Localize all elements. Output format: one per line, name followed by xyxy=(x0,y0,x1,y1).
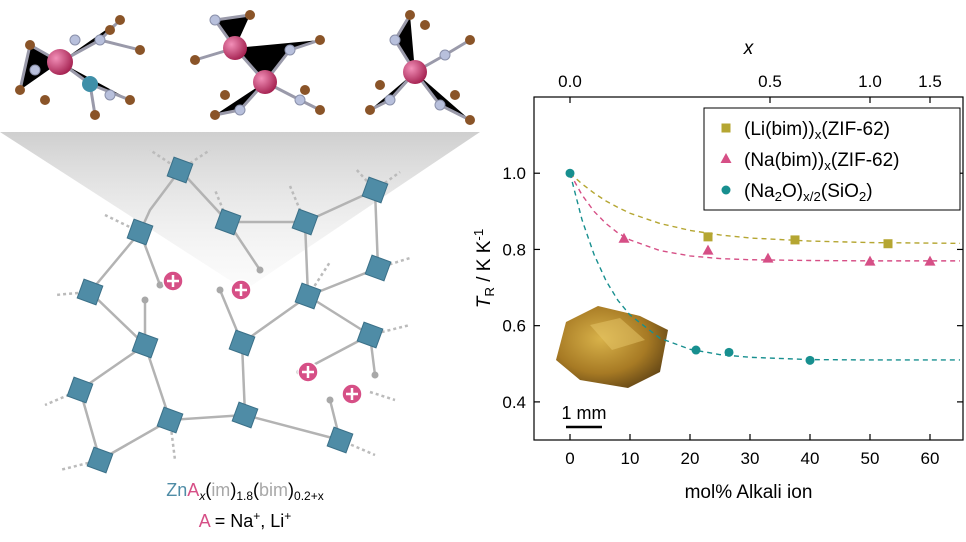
inset-photo: 1 mm xyxy=(556,306,668,429)
data-point xyxy=(702,244,714,255)
data-point xyxy=(805,355,815,365)
text-part: (Na(bim)) xyxy=(744,150,824,171)
text-part: (Na xyxy=(744,181,775,202)
x2-tick-label: 0.5 xyxy=(758,72,782,91)
x-tick-label: 30 xyxy=(741,449,760,468)
x2-tick-label: 1.0 xyxy=(858,72,882,91)
formula-part: bim xyxy=(259,480,288,500)
text-part: / K K xyxy=(474,240,495,287)
formula-part: im xyxy=(211,480,230,500)
formula-part: x xyxy=(198,489,206,503)
legend-marker xyxy=(721,185,731,195)
formula-part: Zn xyxy=(166,480,187,500)
legend-marker xyxy=(720,153,732,163)
formula-legend: A = Na+, Li+ xyxy=(199,509,292,531)
x-axis-label: mol% Alkali ion xyxy=(685,482,813,503)
formula-part: = Na xyxy=(210,511,255,531)
text-part: ) xyxy=(866,181,872,202)
x-tick-label: 60 xyxy=(921,449,940,468)
formula-part: , Li xyxy=(260,511,284,531)
y-tick-label: 0.6 xyxy=(502,317,526,336)
x-tick-label: 50 xyxy=(861,449,880,468)
x-tick-label: 0 xyxy=(565,449,574,468)
text-part: (ZIF-62) xyxy=(821,119,890,140)
data-point xyxy=(565,168,575,178)
y-axis-label: TR / K K-1 xyxy=(471,229,498,309)
legend-label: (Na2O)x/2(SiO2) xyxy=(744,181,873,204)
legend-label: (Na(bim))x(ZIF-62) xyxy=(744,150,899,173)
scale-bar-label: 1 mm xyxy=(562,403,607,423)
data-point xyxy=(883,239,893,249)
formula: ZnAx(im)1.8(bim)0.2+x xyxy=(166,480,323,503)
x-tick-label: 40 xyxy=(801,449,820,468)
data-point xyxy=(762,252,774,263)
formula-part: 0.2+x xyxy=(294,489,324,503)
legend-label: (Li(bim))x(ZIF-62) xyxy=(744,119,890,142)
fit-curve xyxy=(569,172,960,262)
text-part: x xyxy=(815,127,822,142)
text-part: O) xyxy=(782,181,803,202)
text-part: (Li(bim)) xyxy=(744,119,815,140)
formula-part: ( xyxy=(205,480,211,500)
x-tick-label: 20 xyxy=(681,449,700,468)
data-point xyxy=(790,235,800,245)
text-part: T xyxy=(474,295,495,308)
data-point xyxy=(618,232,630,243)
formula-part: ) xyxy=(288,480,294,500)
text-part: -1 xyxy=(471,229,486,241)
text-part: 2 xyxy=(859,189,866,204)
text-part: x xyxy=(824,158,831,173)
data-point xyxy=(703,232,713,242)
text-part: 2 xyxy=(775,189,782,204)
y-tick-label: 1.0 xyxy=(502,164,526,183)
formula-part: A xyxy=(199,511,211,531)
data-point xyxy=(864,255,876,266)
plot-frame xyxy=(533,96,964,441)
formula-part: ) xyxy=(230,480,236,500)
data-point xyxy=(691,345,701,355)
network-schematic xyxy=(0,10,480,474)
data-point xyxy=(724,347,734,357)
x2-axis-label: x xyxy=(743,38,755,59)
text-part: (ZIF-62) xyxy=(831,150,900,171)
legend-box xyxy=(703,107,961,211)
fit-curve xyxy=(569,172,961,245)
formula-part: + xyxy=(253,509,260,523)
formula-part: 1.8 xyxy=(236,489,253,503)
x2-tick-label: 0.0 xyxy=(558,72,582,91)
formula-part: ( xyxy=(253,480,259,500)
text-part: R xyxy=(482,287,497,297)
x-tick-label: 10 xyxy=(621,449,640,468)
text-part: x/2 xyxy=(803,189,821,204)
x2-tick-label: 1.5 xyxy=(918,72,942,91)
y-tick-label: 0.8 xyxy=(502,240,526,259)
formula-part: A xyxy=(187,480,199,500)
legend-marker xyxy=(721,123,731,133)
formula-part: + xyxy=(284,509,291,523)
data-point xyxy=(924,255,936,266)
text-part: (SiO xyxy=(821,181,859,202)
y-tick-label: 0.4 xyxy=(502,393,526,412)
